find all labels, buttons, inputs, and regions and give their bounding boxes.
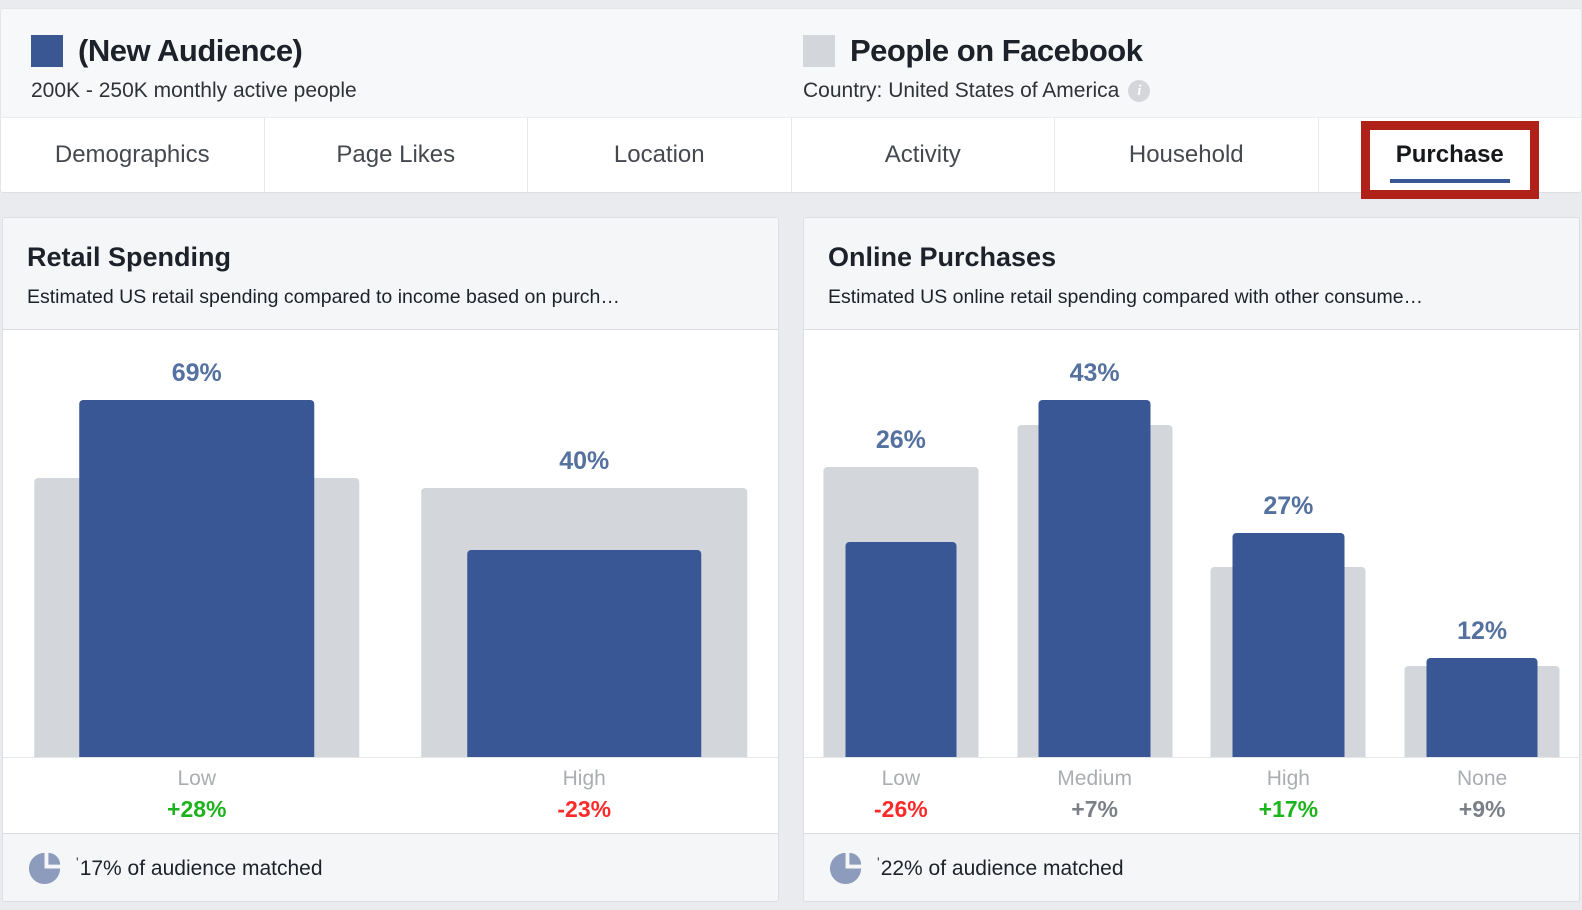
label-cell-none: None +9% <box>1385 767 1579 833</box>
audience-bar <box>1232 533 1345 758</box>
tab-label: Purchase <box>1395 141 1504 168</box>
tab-label: Page Likes <box>336 141 456 168</box>
audience-size-text: 200K - 250K monthly active people <box>31 79 357 102</box>
delta-label: +28% <box>167 796 227 822</box>
legend-audience: (New Audience) 200K - 250K monthly activ… <box>1 33 791 103</box>
tab-page-likes[interactable]: Page Likes <box>263 118 528 192</box>
tab-label: Activity <box>884 141 961 168</box>
bar-chart: 26% 43% 27% 12% <box>804 330 1579 758</box>
pie-chart-icon <box>28 852 61 885</box>
audience-title: (New Audience) <box>78 33 303 68</box>
bar-group-medium: 43% <box>1017 330 1173 758</box>
audience-bar <box>1038 400 1151 758</box>
active-tab-underline <box>1389 179 1510 183</box>
tab-location[interactable]: Location <box>527 118 791 192</box>
label-cell-low: Low -26% <box>804 767 998 833</box>
info-icon[interactable]: i <box>1128 80 1151 102</box>
card-footer: '22% of audience matched <box>804 833 1579 901</box>
card-header: Retail Spending Estimated US retail spen… <box>3 218 778 330</box>
audience-bar <box>1426 658 1538 758</box>
category-label: Low <box>177 767 217 790</box>
tab-household[interactable]: Household <box>1054 118 1318 192</box>
label-cell-high: High +17% <box>1192 767 1386 833</box>
card-title: Online Purchases <box>828 242 1057 272</box>
bar-value-label: 40% <box>559 447 610 475</box>
facebook-swatch-icon <box>803 35 835 67</box>
bar-value-label: 69% <box>171 359 222 387</box>
audience-swatch-icon <box>31 35 63 67</box>
category-labels-row: Low +28% High -23% <box>3 758 778 833</box>
category-label: Medium <box>1057 767 1132 790</box>
label-cell-high: High -23% <box>391 767 779 833</box>
delta-label: +17% <box>1258 796 1319 822</box>
tab-label: Household <box>1128 141 1244 168</box>
card-subtitle: Estimated US retail spending compared to… <box>27 286 620 308</box>
delta-label: -26% <box>874 796 928 822</box>
tab-activity[interactable]: Activity <box>790 118 1055 192</box>
category-labels-row: Low -26% Medium +7% High +17% None +9% <box>804 758 1579 833</box>
tab-demographics[interactable]: Demographics <box>1 118 264 192</box>
label-cell-low: Low +28% <box>3 767 391 833</box>
card-header: Online Purchases Estimated US online ret… <box>804 218 1579 330</box>
audience-bar <box>79 400 314 758</box>
bar-group-low: 69% <box>34 330 360 758</box>
tab-bar: Demographics Page Likes Location Activity Ho… <box>1 117 1582 199</box>
bar-group-low: 26% <box>823 330 979 758</box>
category-label: Low <box>881 767 921 790</box>
category-label: High <box>562 767 606 790</box>
delta-label: +7% <box>1071 796 1118 822</box>
category-label: High <box>1266 767 1310 790</box>
audience-matched-text: '22% of audience matched <box>877 854 1124 880</box>
footnote-mark: ' <box>877 854 880 870</box>
bar-value-label: 43% <box>1069 359 1120 387</box>
pie-chart-icon <box>829 852 862 885</box>
bar-group-high: 27% <box>1210 330 1366 758</box>
card-title: Retail Spending <box>27 242 232 272</box>
legend-facebook: People on Facebook Country: United State… <box>791 33 1581 103</box>
audience-subtitle: 200K - 250K monthly active people <box>31 79 761 103</box>
audience-header-panel: (New Audience) 200K - 250K monthly activ… <box>0 8 1582 199</box>
category-label: None <box>1457 767 1508 790</box>
bar-value-label: 26% <box>875 426 926 454</box>
label-cell-medium: Medium +7% <box>998 767 1192 833</box>
card-footer: '17% of audience matched <box>3 833 778 901</box>
facebook-title: People on Facebook <box>850 33 1143 68</box>
footnote-mark: ' <box>76 854 79 870</box>
cards-container: Retail Spending Estimated US retail spen… <box>0 217 1582 902</box>
audience-matched-text: '17% of audience matched <box>76 854 323 880</box>
card-online-purchases: Online Purchases Estimated US online ret… <box>803 217 1580 902</box>
tab-label: Demographics <box>54 141 210 168</box>
delta-label: +9% <box>1458 796 1506 822</box>
bar-group-high: 40% <box>421 330 747 758</box>
tab-label: Location <box>613 141 705 168</box>
audience-bar <box>845 542 957 758</box>
tab-purchase[interactable]: Purchase <box>1317 118 1582 199</box>
bar-chart: 69% 40% <box>3 330 778 758</box>
delta-label: -23% <box>557 796 612 822</box>
audience-bar <box>467 550 702 758</box>
bar-value-label: 12% <box>1457 617 1508 645</box>
bar-group-none: 12% <box>1404 330 1560 758</box>
card-retail-spending: Retail Spending Estimated US retail spen… <box>2 217 779 902</box>
card-subtitle: Estimated US online retail spending comp… <box>828 286 1424 308</box>
bar-value-label: 27% <box>1263 492 1314 520</box>
country-text: Country: United States of America <box>803 79 1120 102</box>
legend-row: (New Audience) 200K - 250K monthly activ… <box>1 9 1581 117</box>
